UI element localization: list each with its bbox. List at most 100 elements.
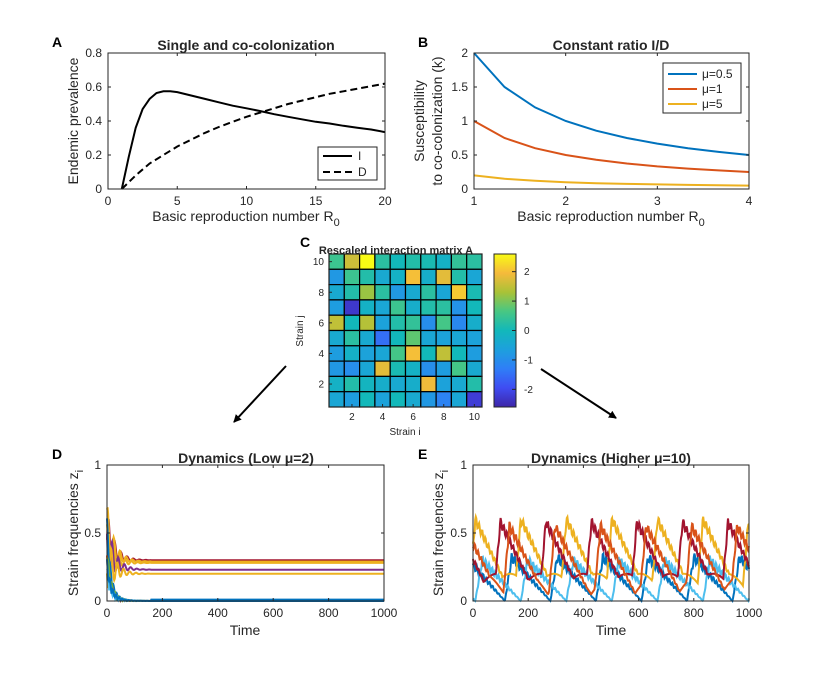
panel-c-axes-box xyxy=(328,253,483,408)
heatmap-cell xyxy=(420,284,437,301)
heatmap-cell xyxy=(420,360,437,378)
heatmap-cell xyxy=(420,375,437,393)
panel-c-xlabel: Strain i xyxy=(389,427,420,438)
heatmap-cell xyxy=(359,299,376,316)
panel-c-heatmap xyxy=(328,253,483,408)
x-tick-label: 10 xyxy=(240,194,254,208)
heatmap-cell xyxy=(374,284,391,301)
panel-e-ticks: 0 200 400 600 800 1000 0 0.5 1 xyxy=(450,458,762,620)
x-tick-label: 800 xyxy=(684,606,704,620)
x-tick-label: 200 xyxy=(518,606,538,620)
heatmap-cell xyxy=(450,329,468,347)
y-tick-label: 1 xyxy=(461,114,468,128)
x-tick-label: 2 xyxy=(349,412,355,423)
series-i-line xyxy=(120,90,386,190)
panel-a-xlabel-text: Basic reproduction number R xyxy=(152,208,333,224)
panel-a-letter: A xyxy=(52,34,62,50)
strain-trajectory xyxy=(106,559,384,603)
heatmap-cell xyxy=(374,268,391,286)
panel-a-legend-box xyxy=(317,146,378,181)
heatmap-cell xyxy=(450,284,468,301)
heatmap-cell xyxy=(359,329,376,347)
x-tick-label: 1000 xyxy=(371,606,398,620)
panel-d-letter: D xyxy=(52,446,62,462)
panel-b-xlabel-sub: 0 xyxy=(699,217,705,229)
x-tick-label: 4 xyxy=(746,194,753,208)
panel-b-title: Constant ratio I/D xyxy=(553,37,670,53)
strain-trajectory xyxy=(106,544,384,589)
heatmap-cell xyxy=(450,314,468,332)
x-tick-label: 400 xyxy=(208,606,228,620)
heatmap-cell xyxy=(450,299,468,316)
heatmap-cell xyxy=(328,268,345,286)
heatmap-cell xyxy=(389,345,407,362)
heatmap-cell xyxy=(466,299,483,316)
heatmap-cell xyxy=(435,253,453,270)
y-tick-label: 0.8 xyxy=(85,46,102,60)
panel-b-xlabel-text: Basic reproduction number R xyxy=(517,208,698,224)
panel-a-legend-label-d: D xyxy=(358,165,367,179)
y-tick-label: 4 xyxy=(318,349,324,360)
heatmap-cell xyxy=(404,329,422,347)
heatmap-cell xyxy=(420,314,437,332)
x-tick-label: 2 xyxy=(562,194,569,208)
heatmap-cell xyxy=(450,360,468,378)
y-tick-label: 8 xyxy=(318,288,324,299)
panel-a-plot-area xyxy=(120,82,386,190)
panel-a-legend: I D xyxy=(317,146,378,181)
heatmap-cell xyxy=(404,253,422,270)
heatmap-cell xyxy=(343,329,361,347)
heatmap-cell xyxy=(435,329,453,347)
panel-b-ticks: 1 2 3 4 0 0.5 1 1.5 2 xyxy=(451,46,752,208)
heatmap-cell xyxy=(343,360,361,378)
panel-d-axes-box xyxy=(106,464,385,602)
panel-b-legend-label-mu-0-5: μ=0.5 xyxy=(702,67,733,81)
x-tick-label: 20 xyxy=(378,194,392,208)
x-tick-label: 3 xyxy=(654,194,661,208)
panel-b-legend-label-mu-5: μ=5 xyxy=(702,97,723,111)
x-tick-label: 5 xyxy=(174,194,181,208)
heatmap-cell xyxy=(374,253,391,270)
panel-c-letter: C xyxy=(300,234,310,250)
panel-d-ticks: 0 200 400 600 800 1000 0 0.5 1 xyxy=(84,458,397,620)
arrow-to-panel-d xyxy=(233,365,287,423)
panel-b-plot-area xyxy=(473,52,750,187)
panel-c-ylabel: Strain j xyxy=(295,315,306,346)
heatmap-cell xyxy=(374,329,391,347)
heatmap-cell xyxy=(435,284,453,301)
panel-d-plot-area xyxy=(106,507,384,604)
panel-c-colorbar-ticks: 2 1 0 -1 -2 xyxy=(512,267,533,396)
panel-a-ticks: 0 5 10 15 20 0 0.2 0.4 0.6 0.8 xyxy=(85,46,392,208)
heatmap-cell xyxy=(374,360,391,378)
colorbar-tick-label: 1 xyxy=(524,297,530,308)
y-tick-label: 0.2 xyxy=(85,148,102,162)
x-tick-label: 600 xyxy=(629,606,649,620)
panel-d: D Dynamics (Low μ=2) 0 200 400 600 800 100000… xyxy=(52,446,398,638)
heatmap-cell xyxy=(374,375,391,393)
heatmap-cell xyxy=(466,375,483,393)
heatmap-cell xyxy=(466,345,483,362)
x-tick-label: 0 xyxy=(470,606,477,620)
heatmap-cell xyxy=(435,375,453,393)
panel-e-letter: E xyxy=(418,446,427,462)
arrows xyxy=(233,365,617,423)
x-tick-label: 8 xyxy=(441,412,447,423)
panel-b-legend-label-mu-1: μ=1 xyxy=(702,82,723,96)
strain-trajectory xyxy=(472,518,750,596)
panel-a-title: Single and co-colonization xyxy=(157,37,334,53)
heatmap-cell xyxy=(359,253,376,270)
heatmap-cell xyxy=(450,253,468,270)
panel-b-xlabel: Basic reproduction number R0 xyxy=(517,208,704,229)
heatmap-cell xyxy=(420,345,437,362)
panel-c-ticks: 2 4 6 8 10 2 4 6 8 10 xyxy=(313,257,480,423)
panel-a-ylabel: Endemic prevalence xyxy=(65,57,81,184)
y-tick-label: 10 xyxy=(313,257,325,268)
heatmap-cell xyxy=(435,345,453,362)
strain-trajectory xyxy=(106,517,384,568)
heatmap-cell xyxy=(359,284,376,301)
heatmap-cell xyxy=(404,284,422,301)
heatmap-cell xyxy=(389,314,407,332)
heatmap-cell xyxy=(343,314,361,332)
heatmap-cell xyxy=(420,253,437,270)
panel-d-ylabel: Strain frequencies zi xyxy=(65,470,86,596)
